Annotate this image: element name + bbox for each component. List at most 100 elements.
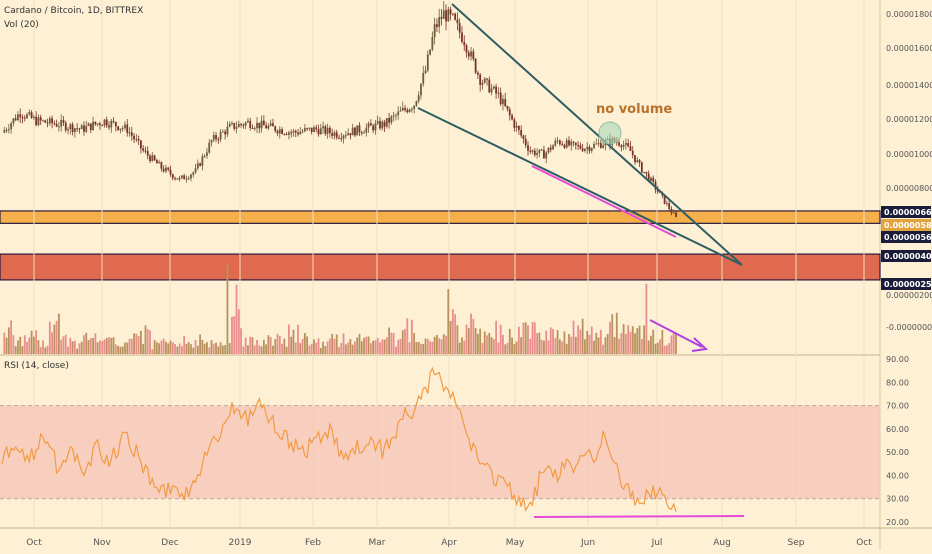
- volume-bar: [283, 338, 286, 354]
- candle-body: [338, 137, 340, 139]
- volume-bar: [44, 347, 47, 354]
- candle-body: [367, 123, 370, 128]
- candle-body: [445, 10, 447, 22]
- candle-body: [101, 125, 104, 127]
- candle-body: [392, 115, 395, 117]
- volume-bar: [561, 341, 564, 354]
- x-tick-label: May: [506, 538, 525, 548]
- volume-bar: [634, 333, 636, 354]
- candle-body: [244, 122, 247, 126]
- candle-body: [19, 114, 22, 118]
- price-axis-panel: [880, 0, 932, 550]
- volume-bar: [174, 344, 176, 354]
- volume-bar: [249, 336, 252, 354]
- candle-body: [502, 99, 504, 105]
- candle-body: [602, 145, 605, 148]
- volume-bar: [472, 318, 475, 354]
- candle-body: [638, 160, 641, 163]
- volume-bar: [360, 341, 363, 354]
- candle-body: [313, 127, 315, 132]
- volume-bar: [622, 324, 625, 354]
- volume-bar: [476, 333, 479, 354]
- candle-body: [269, 123, 272, 126]
- volume-bar: [262, 339, 265, 354]
- candle-body: [549, 147, 552, 150]
- volume-bar: [55, 320, 58, 354]
- volume-bar: [7, 327, 10, 354]
- volume-bar: [37, 340, 40, 354]
- candle-body: [328, 127, 331, 134]
- volume-bar: [194, 339, 197, 354]
- candle-body: [388, 117, 390, 123]
- candle-body: [458, 23, 461, 33]
- volume-bar: [155, 342, 158, 354]
- y-tick-label: 0.00000800: [886, 184, 932, 193]
- candle-body: [108, 125, 110, 128]
- volume-trend-arrowhead: [691, 337, 709, 352]
- candle-body: [401, 107, 404, 111]
- candle-body: [488, 79, 491, 93]
- candle-body: [192, 172, 195, 175]
- volume-bar: [235, 284, 238, 354]
- candle-body: [76, 128, 79, 130]
- candle-body: [522, 135, 525, 139]
- candle-body: [274, 126, 277, 131]
- price-tag-bg: [881, 206, 931, 218]
- candle-body: [206, 152, 208, 156]
- candle-body: [12, 118, 15, 124]
- x-tick-label: Jun: [580, 538, 595, 548]
- candle-body: [413, 105, 416, 110]
- volume-bar: [436, 334, 438, 354]
- candle-body: [290, 132, 293, 134]
- volume-bar: [474, 328, 477, 354]
- candle-body: [369, 123, 372, 126]
- volume-bar: [319, 347, 322, 354]
- volume-bar: [431, 341, 434, 354]
- volume-bar: [183, 335, 186, 354]
- candle-body: [183, 175, 186, 180]
- rsi-tick-label: 70.00: [886, 402, 909, 411]
- volume-bar: [80, 341, 83, 354]
- volume-bar: [117, 345, 120, 354]
- candle-body: [588, 146, 591, 151]
- volume-bar: [290, 336, 293, 354]
- candle-body: [17, 114, 19, 121]
- x-tick-label: Oct: [856, 538, 872, 548]
- candle-body: [176, 178, 179, 180]
- rsi-title: RSI (14, close): [4, 361, 69, 371]
- candle-body: [481, 82, 484, 85]
- candle-body: [476, 72, 479, 75]
- candle-body: [208, 142, 211, 153]
- price-tag-bg: [881, 219, 931, 231]
- candle-body: [672, 212, 675, 214]
- candle-body: [497, 92, 500, 94]
- rsi-tick-label: 30.00: [886, 495, 909, 504]
- volume-bar: [267, 335, 270, 354]
- candle-body: [463, 42, 466, 46]
- volume-bar: [51, 332, 53, 354]
- candle-body: [597, 143, 600, 145]
- volume-bar: [199, 334, 202, 354]
- candle-body: [545, 152, 548, 159]
- candle-body: [565, 140, 568, 148]
- volume-bar: [385, 337, 388, 354]
- candle-body: [215, 135, 217, 140]
- zone-orange: [0, 210, 881, 224]
- volume-bar: [112, 337, 115, 354]
- volume-bar: [388, 327, 390, 354]
- candle-body: [540, 149, 543, 151]
- candle-body: [456, 19, 459, 24]
- volume-bar: [58, 313, 60, 354]
- candle-body: [117, 126, 120, 130]
- volume-bar: [374, 340, 377, 354]
- candle-body: [331, 133, 334, 136]
- volume-bar: [253, 345, 256, 354]
- candle-body: [103, 119, 106, 126]
- volume-bar: [69, 337, 72, 354]
- candle-body: [465, 45, 468, 53]
- volume-bar: [492, 339, 495, 354]
- volume-bar: [119, 346, 122, 354]
- volume-bar: [101, 341, 104, 354]
- candle-body: [554, 140, 557, 146]
